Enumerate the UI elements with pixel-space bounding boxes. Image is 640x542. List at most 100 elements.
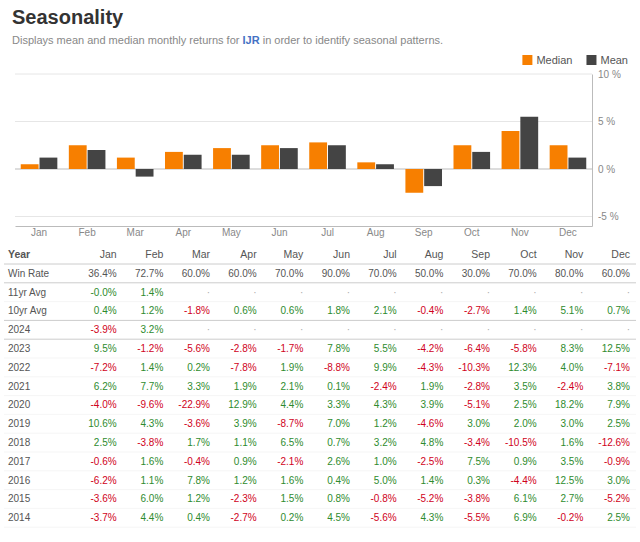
x-tick: Jan [31, 226, 47, 238]
grid-line [15, 121, 592, 122]
bar [280, 148, 298, 169]
table-cell: -9.6% [137, 399, 163, 410]
table-header: Sep [471, 248, 490, 260]
table-cell: · [580, 287, 583, 298]
table-cell: 3.2% [374, 437, 397, 448]
table-cell: 2.6% [327, 456, 350, 467]
table-cell: · [393, 287, 396, 298]
table-cell: · [627, 324, 630, 335]
table-cell: 0.9% [234, 456, 257, 467]
table-cell: · [207, 324, 210, 335]
table-cell: 7.9% [607, 399, 630, 410]
x-tick-label: Jun [271, 227, 287, 238]
table-cell: -1.2% [137, 343, 163, 354]
table-cell: 5.1% [561, 305, 584, 316]
table-cell: -22.9% [178, 399, 210, 410]
bar [376, 164, 394, 169]
title: Seasonality [12, 6, 124, 28]
subtitle: Displays mean and median monthly returns… [12, 34, 443, 46]
legend: MedianMean [522, 54, 628, 66]
x-tick-label: Feb [79, 227, 97, 238]
table-cell: -5.5% [464, 512, 490, 523]
table-cell: 1.9% [421, 381, 444, 392]
bar [213, 148, 231, 169]
table-cell: 10.6% [88, 418, 116, 429]
table-cell: 0.6% [281, 305, 304, 316]
table-cell: 0.6% [234, 305, 257, 316]
table-cell: 6.2% [94, 381, 117, 392]
table-cell: · [207, 287, 210, 298]
table-cell: -3.6% [91, 493, 117, 504]
table-cell: -5.6% [371, 512, 397, 523]
table-cell: -3.7% [91, 512, 117, 523]
table-cell: -0.4% [417, 305, 443, 316]
table-cell: 0.1% [327, 381, 350, 392]
table-cell: 60.0% [228, 268, 256, 279]
legend-swatch [522, 55, 532, 65]
table-cell: -0.6% [91, 456, 117, 467]
table-separator [4, 470, 636, 471]
table-cell: -2.4% [557, 381, 583, 392]
table-separator [4, 358, 636, 359]
table-row-label: 2023 [8, 343, 31, 354]
table-cell: -0.8% [371, 493, 397, 504]
table-cell: 2.5% [94, 437, 117, 448]
subtitle-part: in order to identify seasonal patterns. [260, 34, 443, 46]
table-cell: 70.0% [368, 268, 396, 279]
subtitle-part: Displays mean and median monthly returns… [12, 34, 243, 46]
table-cell: 0.8% [327, 493, 350, 504]
table-cell: 0.3% [467, 475, 490, 486]
table-cell: 0.2% [281, 512, 304, 523]
table-cell: 36.4% [88, 268, 116, 279]
bar [88, 150, 106, 169]
y-tick-label: 10 % [598, 69, 621, 80]
table-header: Nov [565, 248, 584, 260]
table-cell: 6.9% [514, 512, 537, 523]
table-cell: 3.3% [187, 381, 210, 392]
legend-label: Median [536, 54, 572, 66]
table-cell: -0.0% [91, 287, 117, 298]
table-cell: -8.7% [277, 418, 303, 429]
bar [40, 158, 58, 169]
x-tick-label: Mar [127, 227, 145, 238]
table-cell: 0.7% [607, 305, 630, 316]
bar [424, 169, 442, 186]
table-cell: 3.0% [607, 475, 630, 486]
table-cell: 0.9% [514, 456, 537, 467]
table-cell: 1.1% [234, 437, 257, 448]
table-row-label: 2018 [8, 437, 31, 448]
chart: Seasonality Displays mean and median mont… [0, 0, 640, 542]
bar-series [21, 131, 568, 193]
table-cell: -6.2% [91, 475, 117, 486]
x-tick-label: Aug [367, 227, 385, 238]
table-separator [4, 339, 636, 340]
table-cell: 4.4% [141, 512, 164, 523]
table-header: Oct [520, 248, 536, 260]
table-cell: 12.9% [228, 399, 256, 410]
table-cell: 1.4% [514, 305, 537, 316]
table-cell: 2.5% [514, 399, 537, 410]
x-tick: Feb [79, 226, 97, 238]
table-cell: · [487, 324, 490, 335]
table-cell: -2.3% [231, 493, 257, 504]
table-cell: 4.3% [141, 418, 164, 429]
table-cell: 9.9% [374, 362, 397, 373]
y-tick: 5 % [592, 116, 615, 127]
table-cell: 1.5% [281, 493, 304, 504]
table-cell: 7.8% [187, 475, 210, 486]
y-tick: -5 % [592, 211, 619, 222]
table-cell: 1.7% [187, 437, 210, 448]
table-cell: -5.6% [184, 343, 210, 354]
table-cell: -7.2% [91, 362, 117, 373]
table-cell: 60.0% [602, 268, 630, 279]
table-cell: -4.2% [417, 343, 443, 354]
table-header: Jun [333, 248, 350, 260]
table-cell: 3.3% [327, 399, 350, 410]
table-header: Year [8, 248, 30, 260]
grid-line [15, 74, 592, 75]
bar [69, 145, 87, 169]
bar [453, 145, 471, 169]
y-tick: 0 % [592, 164, 615, 175]
x-tick-label: Nov [511, 227, 529, 238]
y-tick-label: -5 % [598, 211, 619, 222]
